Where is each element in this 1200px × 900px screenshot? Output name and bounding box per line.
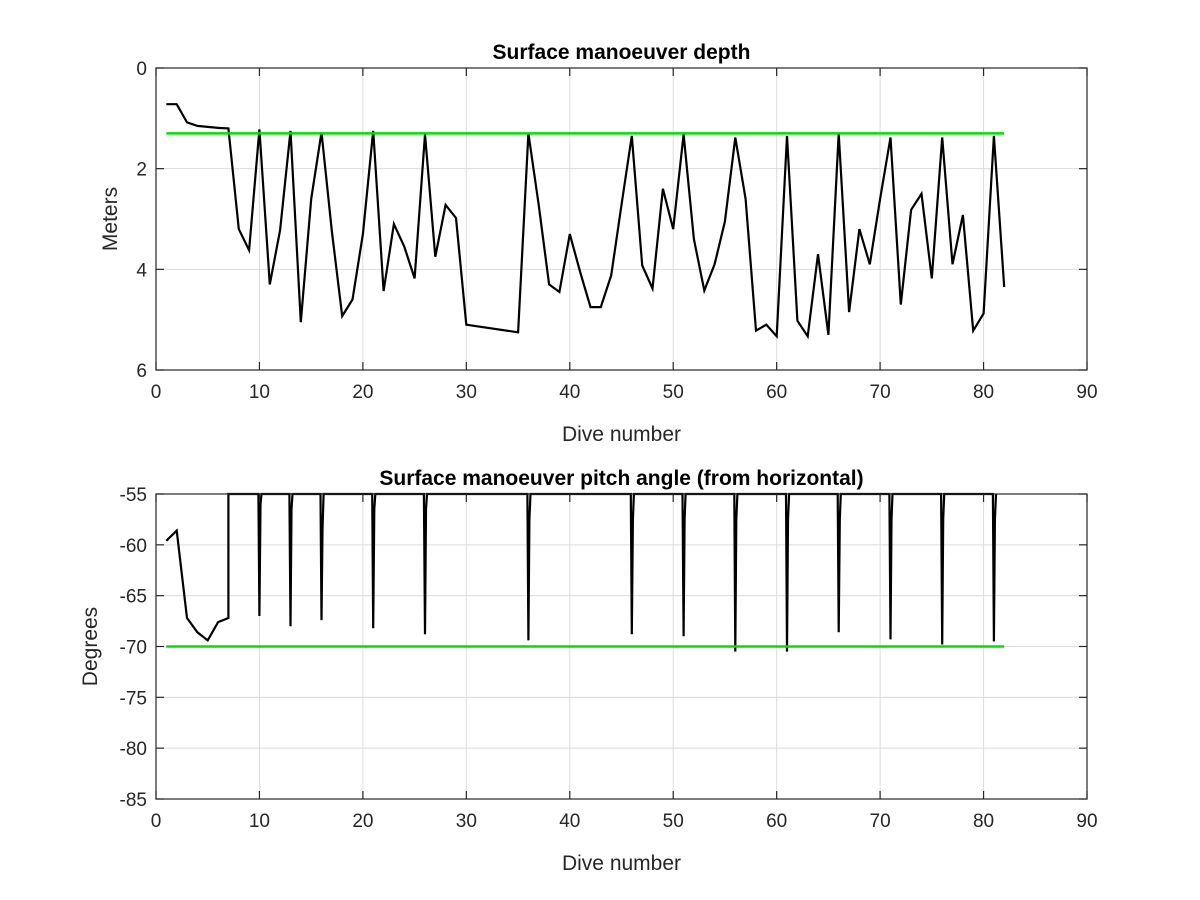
depth-chart: 0 10 20 30 40 50 60 70 80 90 0 2 4 6 Surface manoeuv… <box>99 41 1098 446</box>
pitch-chart-x-tick-label: 40 <box>559 811 580 832</box>
pitch-chart-x-ticks: 0 10 20 30 40 50 60 70 80 90 <box>151 494 1098 832</box>
pitch-chart-data-line <box>165 492 998 652</box>
depth-chart-x-tick-label: 90 <box>1076 382 1097 403</box>
pitch-chart-y-tick-label: -85 <box>120 790 147 811</box>
depth-chart-y-tick-label: 4 <box>136 260 147 281</box>
pitch-chart-y-tick-label: -80 <box>120 739 147 760</box>
depth-chart-x-tick-label: 70 <box>870 382 891 403</box>
depth-chart-x-tick-label: 20 <box>352 382 373 403</box>
depth-chart-x-tick-label: 30 <box>456 382 477 403</box>
pitch-chart-y-tick-label: -55 <box>120 485 147 506</box>
pitch-chart-x-tick-label: 30 <box>456 811 477 832</box>
depth-chart-data-line <box>166 103 1006 340</box>
depth-chart-x-tick-label: 80 <box>973 382 994 403</box>
pitch-chart: 0 10 20 30 40 50 60 70 80 90 -55 -60 -65 -70 -75 -80 -8… <box>79 467 1098 875</box>
depth-chart-title: Surface manoeuver depth <box>493 41 751 64</box>
depth-chart-series <box>166 103 1006 340</box>
pitch-chart-x-tick-label: 80 <box>973 811 994 832</box>
depth-chart-y-ticks: 0 2 4 6 <box>136 59 1087 382</box>
pitch-chart-y-tick-label: -60 <box>120 536 147 557</box>
pitch-chart-x-tick-label: 50 <box>663 811 684 832</box>
depth-chart-y-tick-label: 6 <box>136 361 147 382</box>
pitch-chart-y-ticks: -55 -60 -65 -70 -75 -80 -85 <box>120 485 1087 811</box>
pitch-chart-series <box>165 492 1005 652</box>
pitch-chart-y-tick-label: -65 <box>120 587 147 608</box>
pitch-chart-x-tick-label: 60 <box>766 811 787 832</box>
pitch-chart-y-tick-label: -70 <box>120 638 147 659</box>
pitch-chart-x-tick-label: 0 <box>151 811 162 832</box>
pitch-chart-x-tick-label: 10 <box>249 811 270 832</box>
pitch-chart-y-axis-label: Degrees <box>79 607 102 686</box>
depth-chart-x-axis-label: Dive number <box>562 423 681 446</box>
pitch-chart-y-tick-label: -75 <box>120 688 147 709</box>
pitch-chart-x-tick-label: 90 <box>1076 811 1097 832</box>
depth-chart-x-tick-label: 40 <box>559 382 580 403</box>
depth-chart-x-tick-label: 50 <box>663 382 684 403</box>
depth-chart-x-tick-label: 60 <box>766 382 787 403</box>
depth-chart-axes-box <box>155 67 1088 371</box>
depth-chart-x-ticks: 0 10 20 30 40 50 60 70 80 90 <box>151 68 1098 403</box>
depth-chart-x-tick-label: 10 <box>249 382 270 403</box>
depth-chart-y-tick-label: 0 <box>136 59 147 80</box>
pitch-chart-x-axis-label: Dive number <box>562 852 681 875</box>
depth-chart-y-axis-label: Meters <box>99 187 122 251</box>
pitch-chart-title: Surface manoeuver pitch angle (from hori… <box>379 467 863 490</box>
depth-chart-x-tick-label: 0 <box>151 382 162 403</box>
depth-chart-y-tick-label: 2 <box>136 160 147 181</box>
pitch-chart-x-tick-label: 20 <box>352 811 373 832</box>
pitch-chart-x-tick-label: 70 <box>870 811 891 832</box>
